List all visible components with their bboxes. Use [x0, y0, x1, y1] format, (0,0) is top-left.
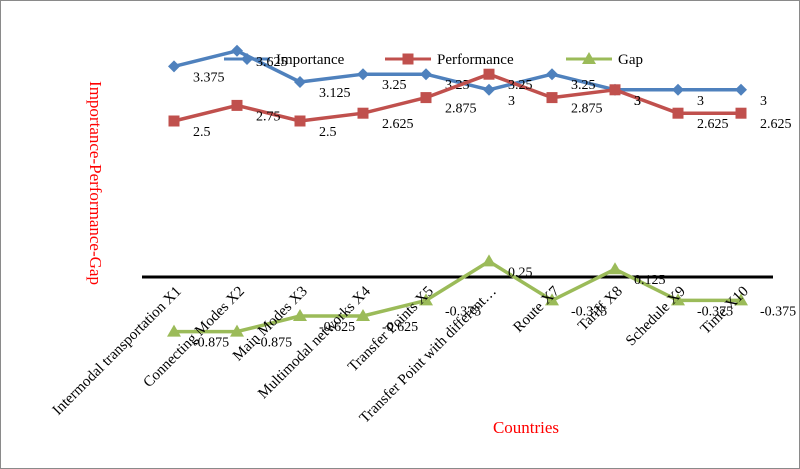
point-performance-8	[609, 84, 621, 96]
series-performance: 2.5 2.75 2.5 2.625 2.875 3.25 2.875 3 2.625 2.625	[168, 68, 792, 140]
legend-marker-performance	[402, 53, 414, 65]
data-label-importance-2: 3.625	[256, 55, 288, 70]
point-performance-2	[231, 99, 243, 111]
point-importance-3	[294, 76, 306, 88]
data-label-performance-7: 2.875	[571, 102, 603, 117]
point-gap-9	[671, 293, 685, 306]
legend-marker-gap	[582, 52, 596, 64]
point-gap-8	[608, 262, 622, 275]
data-label-gap-3: -0.625	[319, 320, 355, 335]
point-importance-9	[672, 83, 684, 96]
point-performance-5	[420, 92, 432, 104]
data-label-gap-2: -0.875	[256, 336, 292, 351]
point-gap-1	[167, 324, 181, 337]
data-label-importance-3: 3.125	[319, 86, 351, 101]
data-label-importance-1: 3.375	[193, 70, 225, 85]
point-performance-4	[357, 107, 369, 119]
data-label-performance-8: 3	[634, 94, 641, 109]
data-label-gap-10: -0.375	[760, 304, 796, 319]
point-importance-6	[483, 83, 495, 96]
data-label-importance-7: 3.25	[571, 78, 596, 93]
legend: Importance Performance Gap	[224, 52, 643, 68]
data-label-performance-3: 2.5	[319, 125, 337, 140]
data-label-gap-5: -0.375	[445, 304, 481, 319]
point-performance-7	[546, 92, 558, 104]
legend-label-gap: Gap	[618, 52, 643, 68]
point-gap-6	[482, 254, 496, 267]
point-performance-9	[672, 107, 684, 119]
data-label-gap-8: 0.125	[634, 273, 666, 288]
point-importance-2	[231, 44, 243, 57]
line-performance	[173, 72, 741, 123]
data-label-performance-10: 2.625	[760, 117, 792, 132]
point-gap-10	[734, 293, 748, 306]
data-label-performance-2: 2.75	[256, 109, 281, 124]
line-importance	[173, 49, 741, 92]
data-label-gap-7: -0.375	[571, 304, 607, 319]
point-gap-4	[356, 309, 370, 321]
point-importance-10	[735, 83, 747, 96]
point-importance-5	[420, 68, 432, 81]
data-label-gap-9: -0.375	[697, 304, 733, 319]
point-importance-4	[357, 68, 369, 81]
y-axis-title: Importance-Performance-Gap	[86, 81, 105, 285]
line-gap	[174, 259, 741, 334]
point-performance-3	[294, 115, 306, 127]
data-label-performance-5: 2.875	[445, 102, 477, 117]
data-label-performance-9: 2.625	[697, 117, 729, 132]
point-performance-10	[735, 107, 747, 119]
point-importance-7	[546, 68, 558, 81]
data-label-importance-4: 3.25	[382, 78, 407, 93]
point-gap-5	[419, 293, 433, 306]
data-label-importance-8: 3	[634, 94, 641, 109]
data-label-gap-6: 0.25	[508, 265, 533, 280]
series-gap: -0.875 -0.875 -0.625 -0.625 -0.375 0.25 -0.375…	[167, 254, 796, 351]
x-axis-title: Countries	[493, 418, 559, 437]
point-gap-7	[545, 293, 559, 306]
data-label-performance-1: 2.5	[193, 125, 211, 140]
point-gap-2	[230, 324, 244, 337]
data-label-performance-4: 2.625	[382, 117, 414, 132]
data-label-importance-9: 3	[697, 94, 704, 109]
point-importance-1	[168, 60, 180, 73]
data-label-performance-6: 3.25	[508, 78, 533, 93]
legend-label-importance: Importance	[276, 52, 345, 68]
data-label-gap-1: -0.875	[193, 336, 229, 351]
data-label-importance-10: 3	[760, 94, 767, 109]
point-performance-6	[483, 68, 495, 80]
data-label-gap-4: -0.625	[382, 320, 418, 335]
point-performance-1	[168, 115, 180, 127]
point-gap-3	[293, 309, 307, 321]
data-label-importance-6: 3	[508, 94, 515, 109]
legend-label-performance: Performance	[437, 52, 514, 68]
